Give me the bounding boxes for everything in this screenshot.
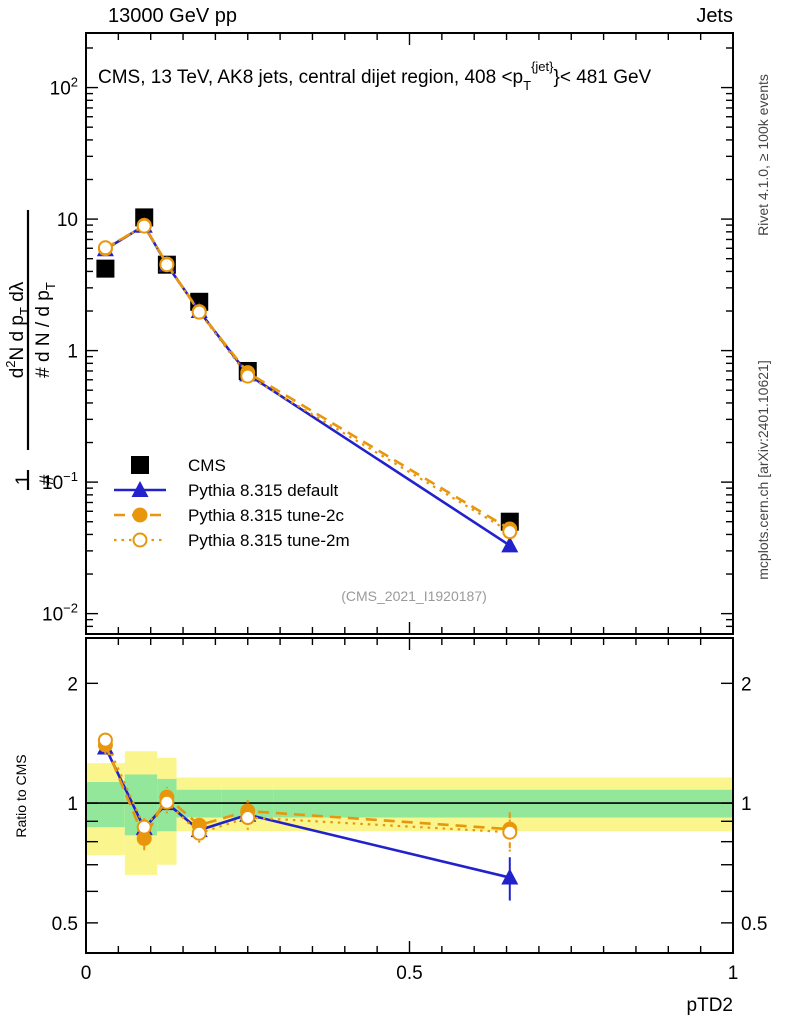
legend-item-1[interactable]: Pythia 8.315 default: [114, 481, 339, 500]
ratio-line: [104, 744, 510, 842]
y-tick-label: 102: [50, 75, 78, 100]
band-inner: [86, 781, 125, 828]
legend-marker: [132, 507, 148, 523]
analysis-watermark: (CMS_2021_I1920187): [341, 588, 487, 604]
legend-item-2[interactable]: Pythia 8.315 tune-2c: [114, 506, 344, 525]
main-panel-frame: [85, 32, 734, 635]
ratio-point-circle-open: [240, 810, 256, 826]
legend: CMS Pythia 8.315 default Pythia 8.315 tune…: [114, 456, 350, 550]
side-label-rivet: Rivet 4.1.0, ≥ 100k events: [755, 74, 771, 236]
data-point-triangle-filled: [501, 536, 519, 553]
x-tick-label: 0.5: [396, 963, 422, 984]
x-tick-label: 0: [81, 963, 92, 984]
ratio-y-axis-label: Ratio to CMS: [13, 754, 29, 837]
legend-label: Pythia 8.315 tune-2c: [188, 506, 344, 525]
ratio-y-axis-label-text: Ratio to CMS: [13, 754, 29, 837]
y-tick-label: 1: [67, 342, 78, 363]
header-beam: 13000 GeV pp: [108, 5, 237, 27]
ratio-point-circle-open: [502, 824, 518, 840]
ratio-y-tick-label-right: 1: [741, 794, 752, 815]
ratio-y-tick-label: 2: [67, 674, 78, 695]
main-panel-series: [96, 208, 519, 553]
y-axis-label-numerator: d2N d pT dλ: [3, 281, 32, 378]
x-tick-label: 1: [728, 963, 739, 984]
data-point-circle-open: [502, 524, 518, 540]
ratio-y-tick-label: 0.5: [52, 914, 78, 935]
data-point-circle-open: [191, 304, 207, 320]
data-point-circle-open: [159, 257, 175, 273]
legend-marker: [132, 532, 148, 548]
side-label-rivet-text: Rivet 4.1.0, ≥ 100k events: [755, 74, 771, 236]
data-point-square-filled: [96, 259, 115, 278]
y-tick-label: 10: [57, 210, 78, 231]
data-point-circle-open: [136, 218, 152, 234]
x-axis-label: pTD2: [687, 995, 733, 1016]
y-axis-label-denominator: # d N / d pT: [33, 282, 58, 378]
legend-label: CMS: [188, 456, 226, 475]
ratio-point-circle-open: [191, 825, 207, 841]
ratio-y-tick-label: 1: [67, 794, 78, 815]
data-point-circle-open: [97, 240, 113, 256]
header-category: Jets: [696, 5, 733, 27]
ratio-y-tick-label-right: 2: [741, 674, 752, 695]
ratio-series-pythia-8-315-tune-2m: [97, 731, 518, 852]
side-label-mcplots-text: mcplots.cern.ch [arXiv:2401.10621]: [755, 360, 771, 579]
ratio-point-circle-open: [136, 819, 152, 835]
legend-item-3[interactable]: Pythia 8.315 tune-2m: [114, 531, 350, 550]
series-line: [104, 224, 511, 533]
ratio-y-tick-label-right: 0.5: [741, 914, 767, 935]
ratio-point-triangle-filled: [501, 868, 519, 885]
uncertainty-bands: [86, 751, 733, 875]
y-axis-label-prefix: 1 #: [13, 474, 58, 485]
legend-item-0[interactable]: CMS: [131, 456, 226, 475]
series-pythia-8-315-tune-2m: [97, 218, 518, 540]
legend-marker: [131, 481, 149, 497]
y-tick-label: 10−1: [42, 469, 78, 494]
side-label-mcplots: mcplots.cern.ch [arXiv:2401.10621]: [755, 360, 771, 579]
legend-label: Pythia 8.315 default: [188, 481, 339, 500]
data-point-circle-open: [240, 368, 256, 384]
y-axis-label: d2N d pT dλ # d N / d pT 1 #: [3, 210, 58, 490]
plot-title: CMS, 13 TeV, AK8 jets, central dijet reg…: [98, 59, 652, 93]
ratio-point-circle-filled: [136, 830, 152, 846]
ratio-line: [104, 739, 510, 835]
ratio-point-circle-open: [159, 794, 175, 810]
ratio-point-circle-open: [97, 732, 113, 748]
legend-label: Pythia 8.315 tune-2m: [188, 531, 350, 550]
legend-marker: [131, 456, 149, 474]
ratio-panel-series: [96, 731, 519, 901]
y-tick-label: 10−2: [42, 601, 78, 626]
